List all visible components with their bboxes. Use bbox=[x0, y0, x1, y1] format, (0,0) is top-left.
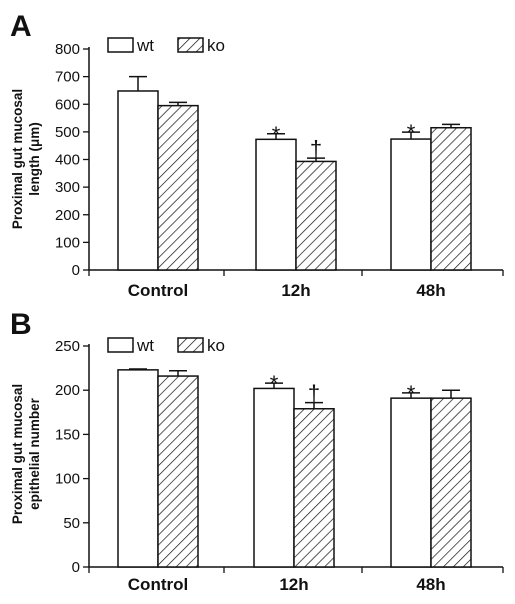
significance-marker: † bbox=[310, 136, 322, 161]
legend: wt ko bbox=[107, 36, 225, 55]
y-tick-label: 200 bbox=[55, 207, 80, 224]
x-category-label: 12h bbox=[279, 575, 308, 594]
bar-ko bbox=[430, 397, 472, 568]
y-axis-label-line: Proximal gut mucosal bbox=[10, 384, 25, 524]
panel-label: B bbox=[10, 308, 32, 341]
y-tick-label: 100 bbox=[55, 471, 80, 488]
significance-marker: * bbox=[407, 120, 416, 145]
y-tick-label: 50 bbox=[63, 515, 80, 532]
bar-wt bbox=[117, 369, 159, 568]
significance-marker: * bbox=[272, 122, 281, 147]
bar-wt bbox=[117, 90, 159, 271]
legend-swatch-wt bbox=[107, 37, 134, 53]
legend-label-ko: ko bbox=[207, 336, 225, 355]
y-tick-label: 0 bbox=[72, 262, 80, 279]
y-tick-label: 600 bbox=[55, 96, 80, 113]
x-category-label: Control bbox=[128, 281, 188, 300]
y-tick-label: 800 bbox=[55, 41, 80, 58]
y-tick-label: 100 bbox=[55, 234, 80, 251]
significance-marker: * bbox=[407, 381, 416, 406]
legend-label-wt: wt bbox=[136, 36, 154, 55]
x-category-label: Control bbox=[128, 575, 188, 594]
y-axis-label: Proximal gut mucosal length (μm) bbox=[10, 89, 42, 229]
y-tick-label: 200 bbox=[55, 382, 80, 399]
legend-swatch-wt bbox=[107, 337, 134, 353]
legend-swatch-ko bbox=[177, 37, 204, 53]
bar-wt bbox=[390, 397, 432, 568]
y-axis-label: Proximal gut mucosal epithelial number bbox=[10, 384, 42, 524]
chart-panel-a: A Proximal gut mucosal length (μm) 0 100 200 3… bbox=[10, 10, 504, 300]
x-category-label: 48h bbox=[416, 575, 445, 594]
y-tick-label: 700 bbox=[55, 69, 80, 86]
bar-ko bbox=[157, 104, 199, 271]
bar-wt bbox=[253, 387, 295, 568]
significance-marker: † bbox=[308, 381, 320, 406]
y-axis-label-line: length (μm) bbox=[27, 122, 42, 196]
x-category-label: 48h bbox=[416, 281, 445, 300]
bar-ko bbox=[157, 375, 199, 568]
y-tick-label: 250 bbox=[55, 338, 80, 355]
chart-panel-b: B Proximal gut mucosal epithelial number 0 5… bbox=[10, 308, 504, 594]
bar-wt bbox=[390, 138, 432, 271]
y-tick-label: 150 bbox=[55, 426, 80, 443]
bar-ko bbox=[293, 408, 335, 568]
significance-marker: * bbox=[270, 371, 279, 396]
legend-label-ko: ko bbox=[207, 36, 225, 55]
y-tick-label: 0 bbox=[72, 559, 80, 576]
y-axis-label-line: epithelial number bbox=[27, 397, 42, 510]
legend-label-wt: wt bbox=[136, 336, 154, 355]
y-tick-label: 300 bbox=[55, 179, 80, 196]
y-tick-label: 500 bbox=[55, 124, 80, 141]
x-category-label: 12h bbox=[281, 281, 310, 300]
bar-ko bbox=[430, 126, 472, 271]
bar-wt bbox=[255, 138, 297, 271]
bar-ko bbox=[295, 160, 337, 271]
legend-swatch-ko bbox=[177, 337, 204, 353]
y-tick-label: 400 bbox=[55, 152, 80, 169]
panel-label: A bbox=[10, 10, 32, 43]
legend: wt ko bbox=[107, 336, 225, 355]
y-axis-label-line: Proximal gut mucosal bbox=[10, 89, 25, 229]
